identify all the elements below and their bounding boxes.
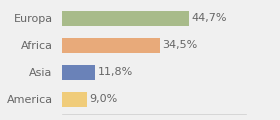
Text: 44,7%: 44,7% [191, 13, 227, 23]
Text: 9,0%: 9,0% [90, 94, 118, 104]
Bar [62, 11, 189, 26]
Bar [62, 92, 87, 107]
Text: 11,8%: 11,8% [97, 67, 133, 77]
Text: 34,5%: 34,5% [162, 40, 197, 50]
Bar [62, 65, 95, 80]
Bar [62, 38, 160, 53]
